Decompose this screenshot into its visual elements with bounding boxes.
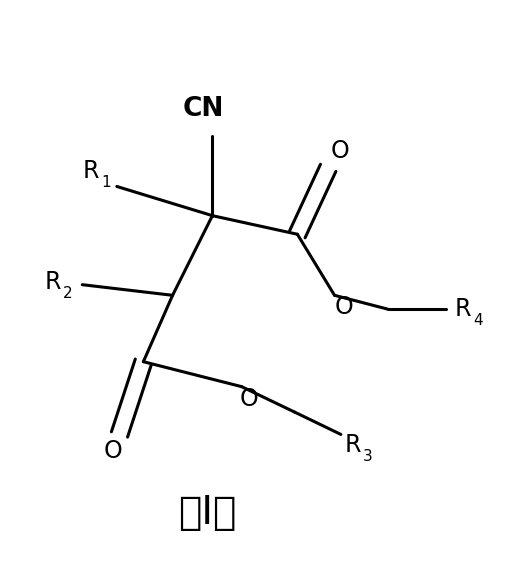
Text: 2: 2	[63, 286, 73, 300]
Text: 1: 1	[101, 175, 111, 190]
Text: O: O	[330, 139, 349, 163]
Text: CN: CN	[182, 96, 224, 122]
Text: 4: 4	[473, 313, 483, 328]
Text: R: R	[344, 433, 361, 457]
Text: O: O	[335, 295, 354, 319]
Text: R: R	[455, 297, 472, 321]
Text: R: R	[83, 159, 100, 183]
Text: （I）: （I）	[178, 494, 236, 532]
Text: 3: 3	[363, 450, 372, 464]
Text: O: O	[239, 387, 258, 411]
Text: O: O	[103, 440, 122, 463]
Text: R: R	[45, 270, 62, 293]
